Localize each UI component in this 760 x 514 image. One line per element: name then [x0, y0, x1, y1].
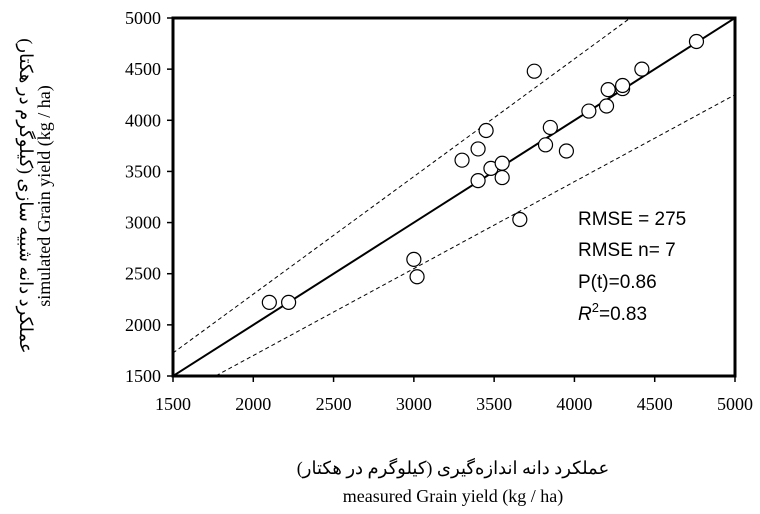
pt-label: P(t)=0.86: [578, 272, 657, 293]
y-tick-label: 1500: [125, 366, 161, 386]
y-axis-title-en: simulated Grain yield (kg / ha): [34, 85, 55, 306]
r2-symbol: R: [578, 304, 592, 325]
y-tick-label: 5000: [125, 8, 161, 28]
data-point: [598, 98, 615, 114]
data-point: [470, 173, 486, 189]
data-point: [281, 294, 297, 310]
y-tick-label: 2000: [125, 315, 161, 335]
data-point: [454, 152, 470, 168]
data-point: [261, 294, 277, 310]
data-point: [600, 81, 616, 98]
y-tick-label: 3500: [125, 161, 161, 181]
data-point: [688, 33, 705, 50]
data-point: [526, 63, 542, 79]
x-tick-label: 3000: [396, 394, 432, 414]
data-point: [558, 143, 575, 159]
lower-bound-line: [214, 94, 735, 376]
y-tick-label: 4500: [125, 59, 161, 79]
data-point: [512, 211, 528, 228]
data-points: [261, 33, 705, 310]
reference-lines: [173, 18, 735, 376]
data-point: [634, 61, 650, 77]
plot-area: [171, 16, 737, 378]
data-point: [406, 251, 422, 267]
upper-bound-line: [173, 18, 632, 354]
data-point: [614, 77, 631, 94]
x-tick-label: 1500: [155, 394, 191, 414]
data-point: [581, 103, 597, 119]
y-axis-ticks: 1500 2000 2500 3000 3500 4000 4500 5000: [125, 8, 173, 386]
x-tick-label: 4500: [637, 394, 673, 414]
plot-frame: [171, 16, 737, 378]
rmse-n-label: RMSE n= 7: [578, 240, 676, 261]
data-point: [494, 169, 510, 186]
y-tick-label: 4000: [125, 110, 161, 130]
r2-exponent: 2: [592, 300, 599, 315]
x-tick-label: 3500: [476, 394, 512, 414]
x-tick-label: 4000: [556, 394, 592, 414]
x-tick-label: 2500: [316, 394, 352, 414]
x-tick-label: 2000: [235, 394, 271, 414]
x-axis-title-en: measured Grain yield (kg / ha): [343, 486, 563, 507]
y-axis-title-fa: عملکرد دانه شبیه سازی (کیلوگرم در هکتار): [15, 38, 37, 353]
data-point: [478, 122, 494, 139]
rmse-label: RMSE = 275: [578, 209, 686, 230]
data-point: [494, 155, 510, 171]
x-tick-label: 5000: [717, 394, 753, 414]
y-tick-label: 2500: [125, 264, 161, 284]
data-point: [470, 141, 486, 157]
r2-label: R2=0.83: [578, 300, 647, 325]
x-axis-title-fa: عملکرد دانه اندازه‌گیری (کیلوگرم در هکتا…: [297, 457, 609, 479]
r2-value: =0.83: [599, 304, 647, 325]
data-point: [537, 137, 554, 153]
data-point: [542, 119, 558, 136]
stats-annotation: RMSE = 275 RMSE n= 7 P(t)=0.86 R2=0.83: [578, 209, 686, 325]
data-point: [409, 269, 425, 285]
y-tick-label: 3000: [125, 213, 161, 233]
one-to-one-line: [173, 18, 735, 376]
x-axis-ticks: 1500 2000 2500 3000 3500 4000 4500 5000: [155, 376, 753, 414]
